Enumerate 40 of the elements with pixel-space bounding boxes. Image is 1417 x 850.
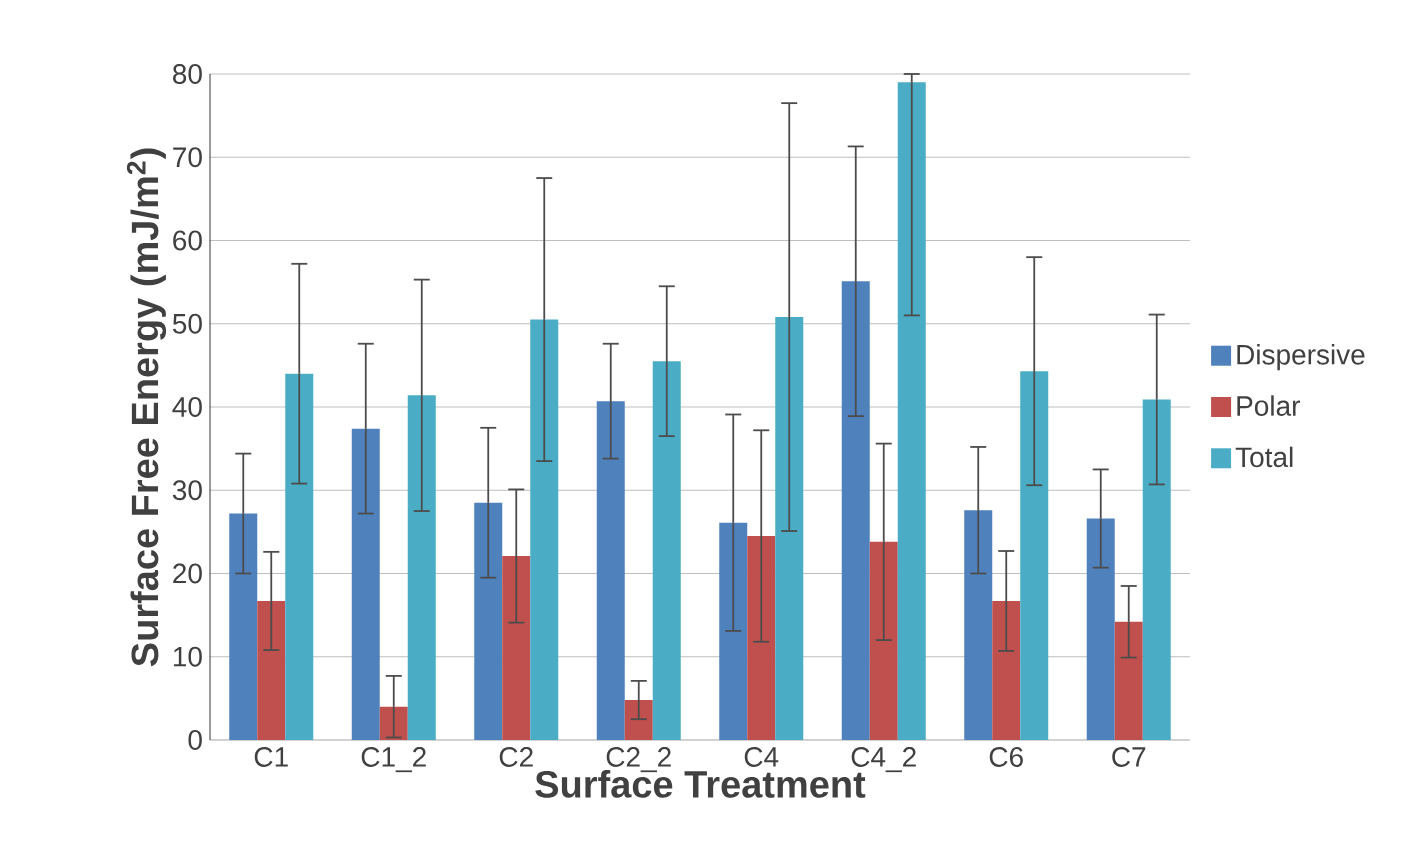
y-tick-label: 70: [173, 147, 202, 168]
bar: [596, 401, 625, 740]
y-tick-label: 80: [173, 64, 202, 84]
bar: [869, 541, 898, 740]
x-tick-label: C2: [499, 747, 533, 767]
bar: [964, 510, 993, 740]
bar: [719, 522, 748, 740]
bar: [351, 428, 380, 740]
bar: [897, 82, 926, 740]
bar: [285, 373, 314, 740]
y-tick-label: 50: [172, 313, 202, 334]
legend-label: Polar: [1237, 395, 1300, 416]
bar: [1020, 371, 1049, 740]
y-tick-label: 40: [172, 397, 202, 417]
bar: [652, 361, 681, 740]
y-tick-label: 10: [173, 646, 202, 667]
x-tick-label: C7: [1112, 747, 1146, 767]
y-axis-title: Surface Free Energy (mJ/m$^{2}$): [126, 148, 167, 667]
y-tick-label: 30: [172, 480, 202, 501]
bar: [229, 513, 258, 740]
y-tick-label: 0: [188, 730, 202, 750]
bar: [530, 319, 559, 740]
x-tick-label: C6: [989, 747, 1023, 767]
bar: [841, 281, 870, 740]
bar: [1142, 399, 1171, 740]
legend-label: Dispersive: [1237, 344, 1365, 371]
x-tick-label: C4: [744, 747, 779, 767]
bar: [1114, 621, 1143, 740]
bar: [474, 502, 503, 740]
x-tick-label: C1: [254, 747, 288, 767]
bar: [1086, 518, 1115, 740]
y-tick-label: 60: [173, 230, 202, 251]
bar: [257, 600, 286, 740]
x-tick-label: C1_2: [361, 747, 426, 773]
bar: [502, 556, 531, 740]
y-tick-label: 20: [173, 563, 202, 584]
bar: [407, 395, 436, 740]
bar: [992, 600, 1021, 740]
bar: [624, 700, 653, 740]
legend-label: Total: [1235, 446, 1293, 468]
